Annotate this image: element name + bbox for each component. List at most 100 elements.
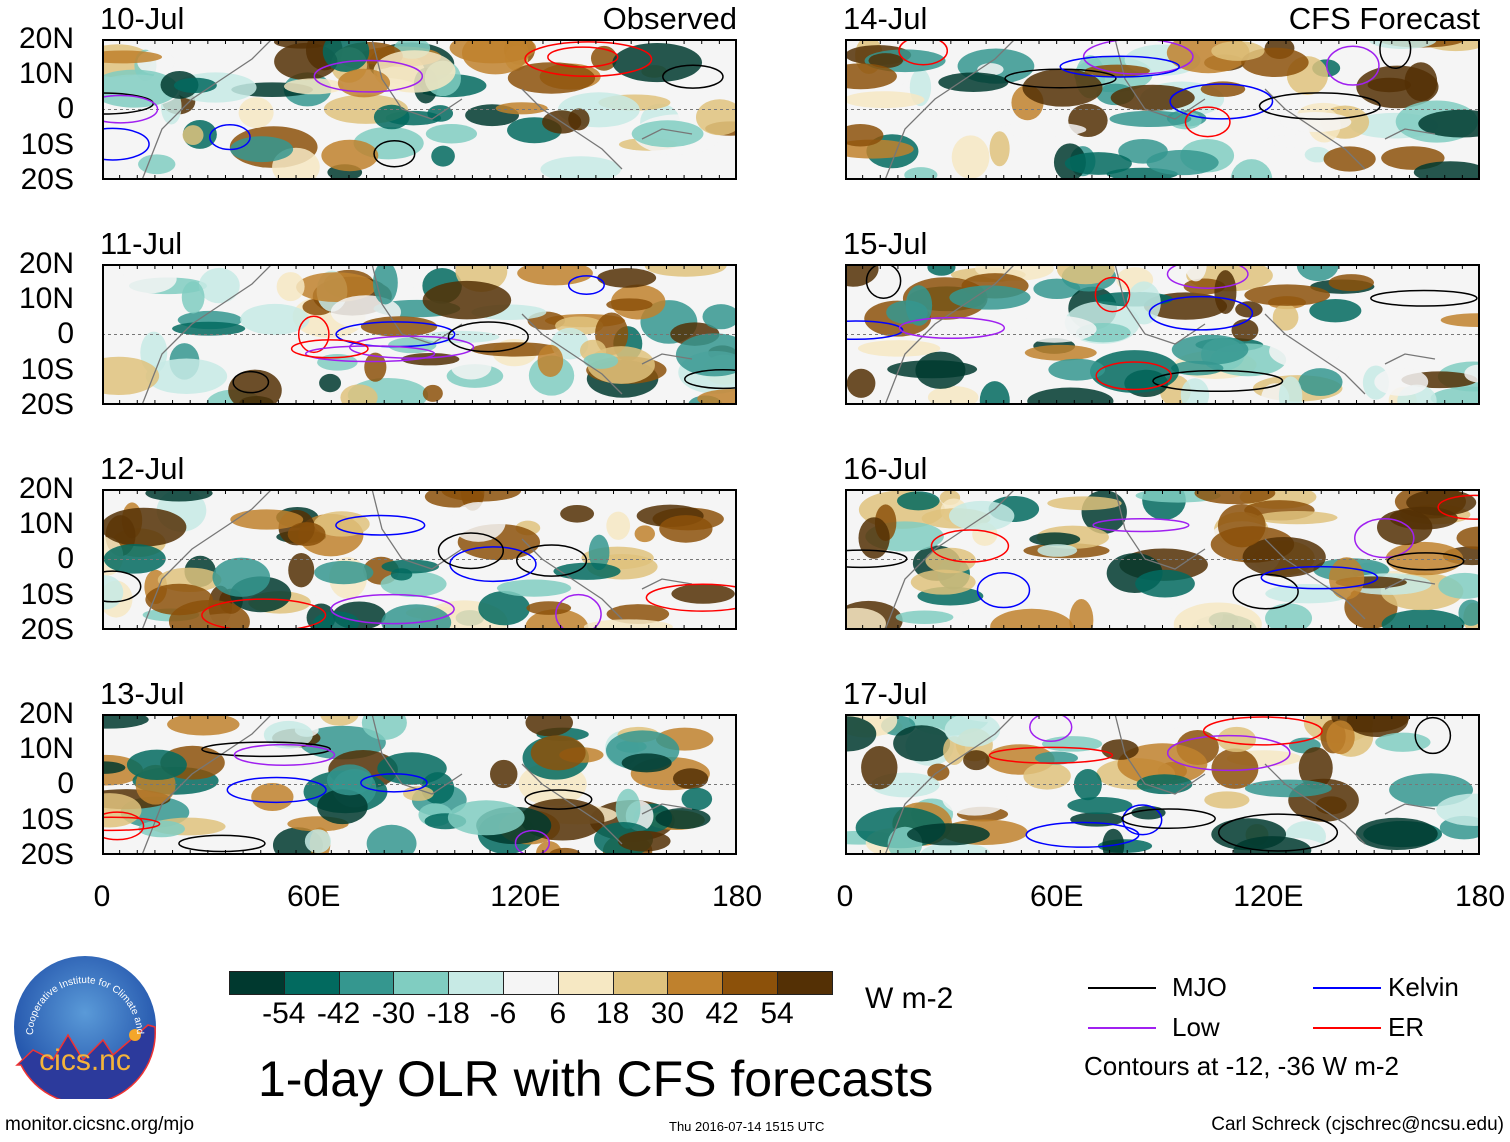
olr-anomaly-patch	[1069, 599, 1094, 630]
lon-tick-label: 0	[836, 880, 854, 913]
olr-anomaly-patch	[895, 610, 954, 624]
olr-anomaly-patch	[390, 568, 413, 581]
olr-anomaly-patch	[997, 122, 1087, 137]
contour	[226, 776, 327, 804]
legend-line-er	[1313, 1027, 1381, 1029]
olr-anomaly-patch	[845, 716, 877, 752]
olr-anomaly-patch	[845, 123, 884, 147]
colorbar-label: -42	[316, 997, 361, 1030]
contour	[1094, 276, 1131, 313]
olr-anomaly-patch	[364, 352, 387, 382]
olr-map	[845, 264, 1480, 405]
olr-anomaly-patch	[1102, 828, 1125, 855]
olr-anomaly-patch	[102, 793, 142, 828]
olr-anomaly-patch	[655, 808, 711, 829]
olr-anomaly-patch	[1368, 39, 1437, 49]
panel-date: 11-Jul	[100, 226, 183, 261]
olr-anomaly-patch	[597, 268, 657, 288]
olr-anomaly-patch	[1328, 274, 1375, 292]
olr-anomaly-patch	[540, 156, 621, 180]
olr-anomaly-patch	[1464, 364, 1480, 383]
contour	[1414, 716, 1452, 755]
olr-anomaly-patch	[942, 781, 1008, 816]
olr-anomaly-patch	[927, 386, 979, 405]
olr-anomaly-patch	[951, 135, 990, 179]
olr-anomaly-patch	[173, 77, 217, 94]
olr-anomaly-patch	[425, 124, 478, 144]
olr-anomaly-patch	[949, 500, 1015, 532]
contour	[988, 746, 1114, 764]
contour	[898, 316, 1006, 340]
olr-anomaly-patch	[449, 39, 537, 64]
contour	[555, 593, 602, 630]
contour	[930, 529, 1010, 563]
legend-line-low	[1088, 1027, 1156, 1029]
olr-anomaly-patch	[845, 607, 886, 630]
olr-anomaly-patch	[1438, 572, 1480, 599]
olr-anomaly-patch	[1211, 748, 1259, 789]
olr-anomaly-patch	[451, 354, 492, 380]
lon-tick-label: 0	[93, 880, 111, 913]
olr-anomaly-patch	[1265, 603, 1313, 630]
colorbar-swatch	[777, 972, 832, 994]
olr-anomaly-patch	[979, 381, 1010, 405]
olr-anomaly-patch	[560, 505, 595, 523]
olr-anomaly-patch	[1375, 732, 1431, 752]
olr-anomaly-patch	[251, 783, 294, 812]
olr-anomaly-patch	[868, 53, 903, 69]
olr-anomaly-patch	[321, 139, 379, 172]
contour	[524, 41, 653, 78]
olr-anomaly-patch	[1418, 109, 1480, 138]
footer-credit: Carl Schreck (cjschrec@ncsu.edu)	[1211, 1114, 1504, 1135]
olr-anomaly-patch	[1413, 161, 1480, 180]
olr-anomaly-patch	[606, 604, 670, 624]
lat-tick-label: 0	[57, 767, 74, 801]
olr-anomaly-patch	[1204, 791, 1250, 809]
panel-date: 15-Jul	[843, 226, 928, 261]
contour	[1092, 517, 1190, 533]
contour	[208, 123, 251, 151]
olr-anomaly-patch	[671, 583, 735, 604]
olr-anomaly-patch	[697, 388, 737, 405]
lon-tick-label: 120E	[490, 880, 561, 913]
olr-anomaly-patch	[1034, 751, 1079, 765]
olr-anomaly-patch	[1346, 714, 1409, 738]
contour	[1258, 92, 1381, 120]
contour	[645, 583, 737, 612]
olr-anomaly-patch	[1296, 264, 1339, 282]
map-panel-13-jul: 13-Jul	[100, 678, 737, 855]
olr-anomaly-patch	[319, 373, 342, 393]
contour	[360, 773, 428, 793]
contour	[1095, 361, 1172, 391]
olr-map	[102, 264, 737, 405]
olr-anomaly-patch	[1048, 358, 1106, 381]
map-panel-16-jul: 16-Jul	[843, 453, 1480, 630]
contour	[1370, 289, 1478, 307]
olr-anomaly-patch	[893, 725, 951, 762]
olr-anomaly-patch	[905, 285, 933, 326]
olr-anomaly-patch	[1376, 509, 1433, 546]
contour	[102, 570, 142, 603]
olr-anomaly-patch	[1355, 817, 1438, 851]
olr-anomaly-patch	[938, 72, 1009, 93]
olr-anomaly-patch	[360, 316, 438, 337]
olr-anomaly-patch	[702, 304, 737, 330]
olr-anomaly-patch	[989, 131, 1010, 167]
olr-anomaly-patch	[1194, 489, 1276, 505]
olr-anomaly-patch	[287, 522, 326, 547]
olr-anomaly-patch	[496, 579, 572, 597]
olr-anomaly-patch	[526, 601, 572, 615]
olr-anomaly-patch	[904, 167, 938, 180]
olr-anomaly-patch	[182, 125, 204, 146]
olr-anomaly-patch	[1131, 805, 1166, 820]
olr-anomaly-patch	[588, 534, 610, 571]
olr-anomaly-patch	[1117, 743, 1208, 786]
contour	[233, 743, 336, 766]
legend-line-mjo	[1088, 987, 1156, 989]
panel-date: 17-Jul	[843, 676, 928, 711]
lat-tick-label: 20S	[20, 837, 74, 871]
footer-url[interactable]: monitor.cicsnc.org/mjo	[5, 1114, 195, 1135]
olr-anomaly-patch	[424, 489, 484, 508]
map-panel-17-jul: 17-Jul	[843, 678, 1480, 855]
lat-tick-label: 10N	[18, 282, 74, 316]
